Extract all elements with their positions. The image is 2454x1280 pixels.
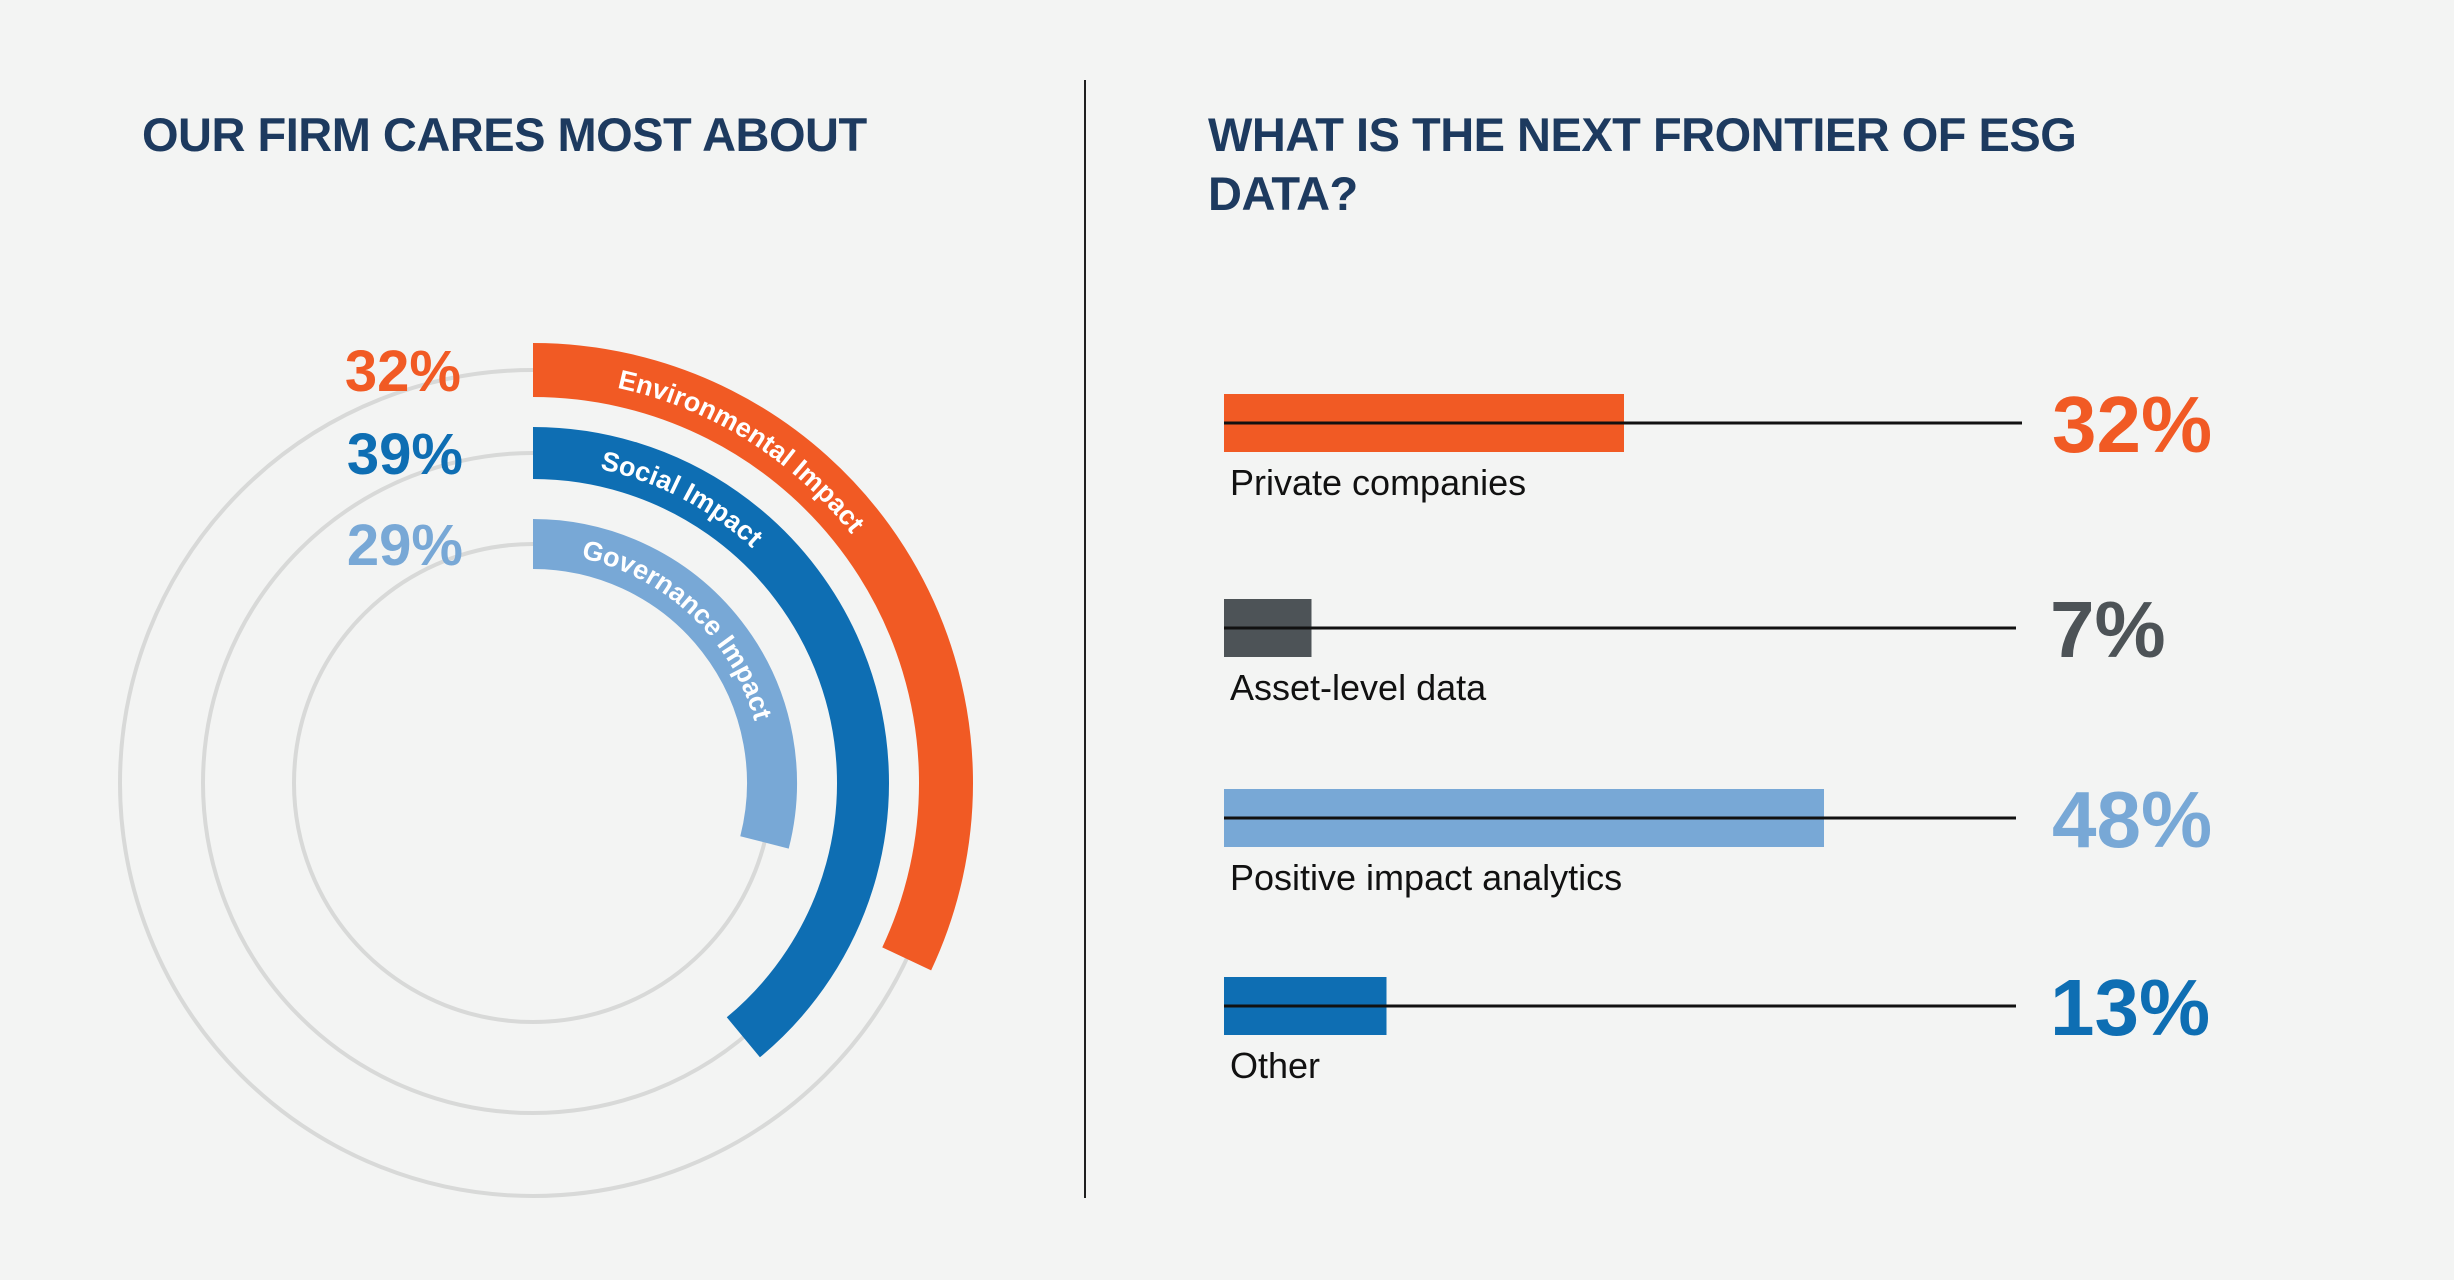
left-chart-title: OUR FIRM CARES MOST ABOUT: [142, 108, 867, 161]
category-label-private-companies: Private companies: [1230, 462, 1526, 503]
category-label-positive-impact-analytics: Positive impact analytics: [1230, 857, 1622, 898]
arc-governance-impact: [532, 519, 797, 849]
arc-environmental-impact: [532, 343, 973, 971]
value-label-environmental-impact: 32%: [345, 339, 461, 404]
right-chart-title: WHAT IS THE NEXT FRONTIER OF ESG DATA?: [1208, 108, 2077, 220]
horizontal-bar-chart: Private companies 32% Asset-level data 7% Po…: [1224, 380, 2212, 1086]
value-label-governance-impact: 29%: [347, 513, 463, 578]
value-label-other: 13%: [2050, 963, 2210, 1052]
category-label-asset-level-data: Asset-level data: [1230, 667, 1487, 708]
category-label-other: Other: [1230, 1045, 1320, 1086]
value-label-social-impact: 39%: [347, 422, 463, 487]
panel-divider: [1084, 80, 1086, 1198]
value-label-private-companies: 32%: [2052, 380, 2212, 469]
value-label-asset-level-data: 7%: [2050, 585, 2166, 674]
arc-social-impact: [532, 427, 889, 1058]
value-label-positive-impact-analytics: 48%: [2052, 775, 2212, 864]
